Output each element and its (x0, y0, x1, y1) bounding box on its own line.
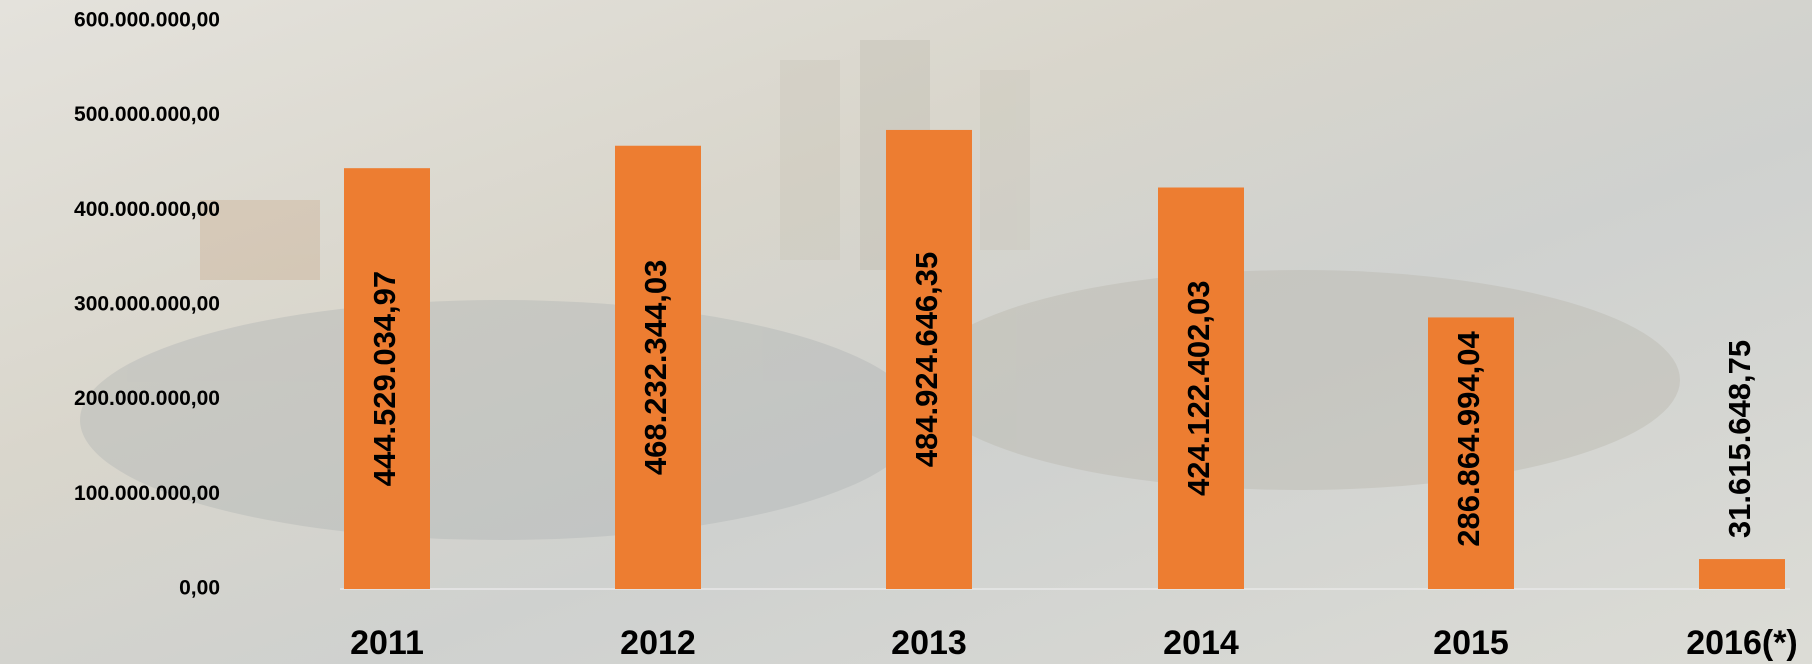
bar (1158, 187, 1244, 590)
bar (615, 145, 701, 589)
background-photo (80, 40, 1680, 540)
value-label: 424.122.402,03 (1181, 280, 1216, 496)
value-label: 286.864.994,04 (1451, 331, 1486, 547)
y-tick-label: 300.000.000,00 (74, 293, 220, 316)
value-label: 444.529.034,97 (367, 271, 402, 487)
bar (1428, 317, 1514, 589)
x-tick-label: 2013 (891, 624, 967, 662)
x-tick-label: 2012 (620, 624, 696, 662)
y-tick-label: 200.000.000,00 (74, 387, 220, 410)
value-label: 484.924.646,35 (909, 252, 944, 468)
bar (1699, 559, 1785, 589)
x-tick-label: 2015 (1433, 624, 1509, 662)
y-tick-label: 600.000.000,00 (74, 9, 220, 32)
value-label: 31.615.648,75 (1722, 340, 1757, 538)
bar (886, 129, 972, 590)
bar (344, 168, 430, 589)
x-tick-label: 2016(*) (1686, 624, 1798, 662)
x-tick-label: 2011 (350, 624, 424, 662)
y-tick-label: 400.000.000,00 (74, 198, 220, 221)
y-tick-label: 500.000.000,00 (74, 103, 220, 126)
x-tick-label: 2014 (1163, 624, 1239, 662)
y-tick-label: 100.000.000,00 (74, 482, 220, 505)
y-tick-label: 0,00 (179, 577, 220, 600)
value-label: 468.232.344,03 (638, 260, 673, 476)
